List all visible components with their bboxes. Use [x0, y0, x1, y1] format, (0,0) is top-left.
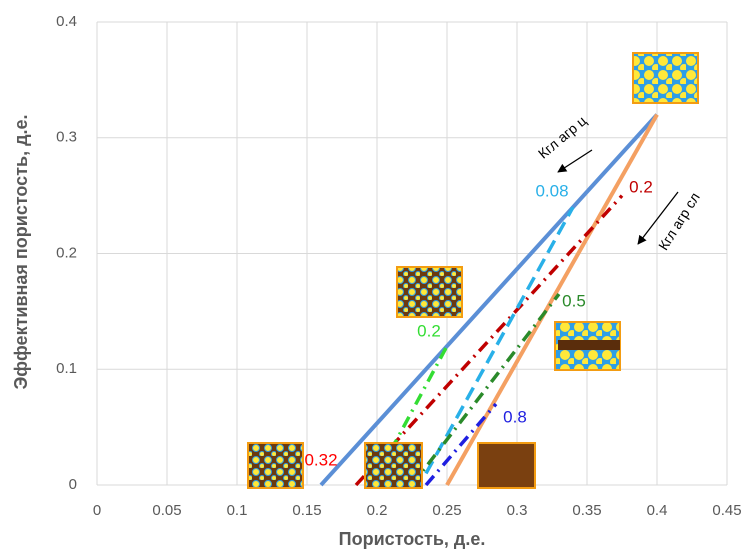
image: [397, 267, 462, 317]
chart: 0 0.05 0.1 0.15 0.2 0.25 0.3 0.35 0.4 0.45 0 0.1 0.2…: [0, 0, 754, 558]
series-label: 0.2: [417, 321, 441, 340]
annotation: Кгл агр ц: [535, 112, 589, 161]
x-tick-label: 0.2: [367, 502, 388, 519]
image: [365, 443, 422, 488]
annotation: 0.32: [304, 450, 337, 469]
image: [633, 53, 698, 103]
x-tick-label: 0.05: [152, 502, 181, 519]
x-tick-label: 0.4: [647, 502, 668, 519]
illustrations: [248, 53, 698, 488]
x-tick-label: 0.35: [572, 502, 601, 519]
x-tick-label: 0.1: [227, 502, 248, 519]
series-label: 0.08: [535, 181, 568, 200]
image: [248, 443, 303, 488]
series-line: [447, 115, 657, 485]
y-axis-title: Эффективная пористость, д.е.: [11, 114, 31, 389]
series-line: [426, 207, 573, 473]
x-tick-label: 0.15: [292, 502, 321, 519]
series-label: 0.2: [629, 177, 653, 196]
annotation: Кгл агр сл: [655, 190, 703, 253]
y-tick-label: 0.1: [56, 360, 77, 377]
image: [478, 443, 535, 488]
x-tick-label: 0.25: [432, 502, 461, 519]
x-tick-label: 0.3: [507, 502, 528, 519]
x-axis-title: Пористость, д.е.: [339, 529, 486, 549]
y-tick-label: 0.3: [56, 129, 77, 146]
y-tick-label: 0.2: [56, 244, 77, 261]
y-tick-label: 0.4: [56, 13, 77, 30]
x-tick-label: 0: [93, 502, 101, 519]
image: [558, 340, 620, 350]
y-tick-label: 0: [69, 476, 77, 493]
x-tick-label: 0.45: [712, 502, 741, 519]
series-label: 0.8: [503, 407, 527, 426]
series-label: 0.5: [562, 291, 586, 310]
series-line: [321, 115, 657, 485]
